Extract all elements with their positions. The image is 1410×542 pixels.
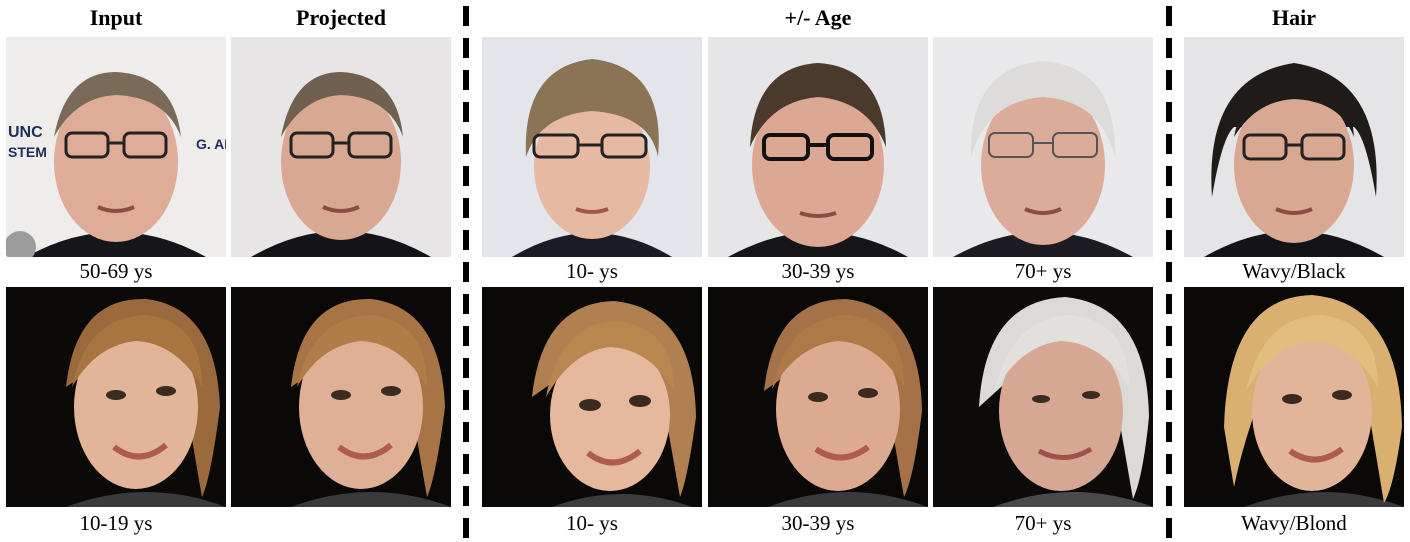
svg-text:UNC: UNC xyxy=(8,124,43,141)
caption-hair-row2: Wavy/Blond xyxy=(1241,511,1347,535)
separator-dash xyxy=(463,166,469,186)
separator-dash xyxy=(1166,454,1172,474)
separator-dash xyxy=(1166,70,1172,90)
face-input-man: UNC STEM G. AL xyxy=(6,37,226,257)
separator-dash xyxy=(1166,326,1172,346)
svg-text:G. AL: G. AL xyxy=(196,136,226,152)
caption-input-row1: 50-69 ys xyxy=(79,259,153,283)
separator-dash xyxy=(1166,294,1172,314)
header-input: Input xyxy=(89,5,143,30)
separator-dash xyxy=(1166,166,1172,186)
separator-dash xyxy=(1166,486,1172,506)
separator-dash xyxy=(463,134,469,154)
caption-input-row2: 10-19 ys xyxy=(79,511,153,535)
separator-dash xyxy=(463,102,469,122)
separator-dash xyxy=(1166,422,1172,442)
face-projected-man xyxy=(231,37,451,257)
caption-age-mid-row1: 30-39 ys xyxy=(781,259,855,283)
caption-age-young-row2: 10- ys xyxy=(566,511,618,535)
separator-dash xyxy=(1166,102,1172,122)
svg-text:STEM: STEM xyxy=(8,144,47,160)
caption-age-old-row1: 70+ ys xyxy=(1014,259,1072,283)
separator-dash xyxy=(463,454,469,474)
separator-dash xyxy=(1166,262,1172,282)
separator-dash xyxy=(1166,38,1172,58)
separator-dash xyxy=(1166,518,1172,538)
separator-dash xyxy=(1166,358,1172,378)
face-input-woman xyxy=(6,287,226,507)
separator-dash xyxy=(1166,198,1172,218)
face-hair-wavy-black xyxy=(1184,37,1404,257)
separator-dash xyxy=(1166,6,1172,26)
separator-dash xyxy=(463,358,469,378)
face-age-young-girl xyxy=(482,287,702,507)
separator-dash xyxy=(463,70,469,90)
face-age-30s-woman xyxy=(708,287,928,507)
header-age: +/- Age xyxy=(784,5,852,30)
header-hair: Hair xyxy=(1272,5,1316,30)
caption-age-young-row1: 10- ys xyxy=(566,259,618,283)
caption-age-mid-row2: 30-39 ys xyxy=(781,511,855,535)
separator-dash xyxy=(463,518,469,538)
separator-dash xyxy=(463,422,469,442)
separator-dash xyxy=(463,198,469,218)
face-age-young-boy xyxy=(482,37,702,257)
separator-dash xyxy=(1166,230,1172,250)
separator-dash xyxy=(463,294,469,314)
separator-dash xyxy=(1166,390,1172,410)
separator-dash xyxy=(463,486,469,506)
face-hair-wavy-blond xyxy=(1184,287,1404,507)
caption-hair-row1: Wavy/Black xyxy=(1242,259,1346,283)
separator-dash xyxy=(463,6,469,26)
separator-dash xyxy=(463,390,469,410)
face-age-old-woman xyxy=(933,287,1153,507)
separator-dash xyxy=(463,230,469,250)
face-projected-woman xyxy=(231,287,451,507)
caption-age-old-row2: 70+ ys xyxy=(1014,511,1072,535)
face-age-old-man xyxy=(933,37,1153,257)
separator-dash xyxy=(463,38,469,58)
header-projected: Projected xyxy=(296,5,386,30)
face-age-30s-man xyxy=(708,37,928,257)
separator-dash xyxy=(1166,134,1172,154)
separator-dash xyxy=(463,262,469,282)
separator-dash xyxy=(463,326,469,346)
